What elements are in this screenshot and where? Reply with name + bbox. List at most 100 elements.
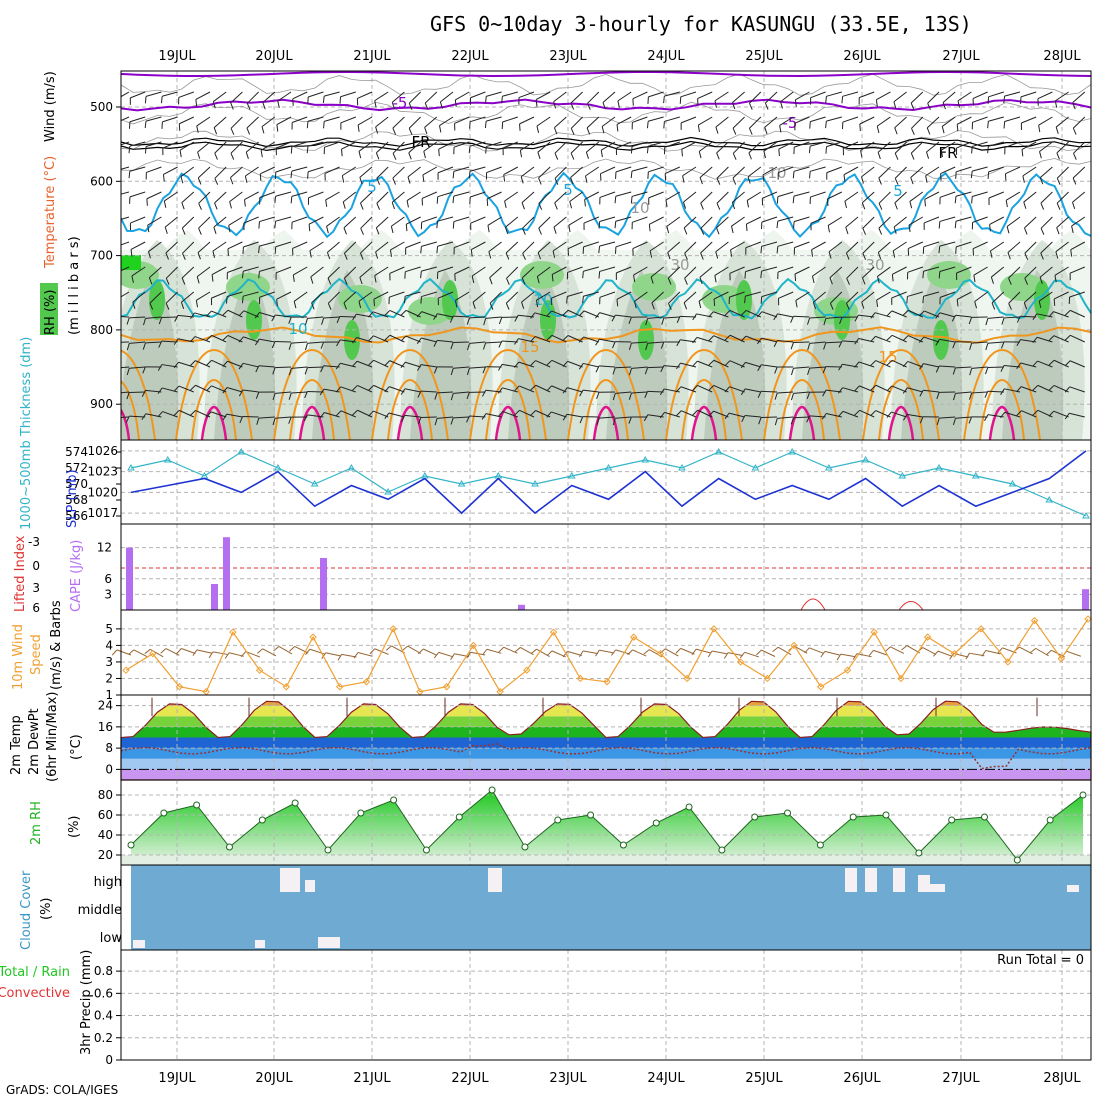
wind-barb-flag [1024,278,1028,285]
wind-barb-flag [562,361,569,367]
wind-barb [486,191,502,200]
wind-barb-flag [886,334,893,341]
wind-barb-flag [713,298,716,307]
wind-barb [923,266,940,272]
wind-barb-flag [616,124,619,132]
wind-barb [910,91,924,104]
wind-barb-flag [675,386,682,393]
wind-barb [1008,266,1021,279]
wind-barb-flag [1064,334,1071,341]
wind-barb [489,291,502,304]
thickness-label: 1000~500mb Thickness (dm) [19,337,34,530]
wind-barb [501,340,518,343]
wind-barb [617,91,632,102]
wind-barb [535,360,551,368]
wind-barb-flag [598,271,601,279]
wind-barb [325,652,341,657]
wind-barb [697,91,713,100]
wind-barb-flag [254,338,260,346]
wind-barb [570,166,583,178]
date-label-bottom: 25JUL [745,1071,783,1086]
wind-barb [212,651,228,655]
wind-barb-flag [902,309,909,316]
wind-barb-flag [530,336,536,343]
wind-barb-flag [521,301,525,309]
wind-barb-flag [416,311,423,318]
wind-barb [181,291,195,303]
wind-barb [907,360,923,368]
wind-barb-flag [645,318,649,326]
wind-barb-flag [854,314,859,322]
wind-barb [518,361,535,368]
wind-barb [437,313,454,318]
wind-barb [405,266,421,273]
wind-barb [956,291,972,300]
wind-barb [178,91,194,98]
wind-barb [583,336,599,343]
wind-barb-flag [148,251,151,259]
wind-barb [667,241,681,253]
wind-barb-flag [304,318,308,326]
rh-shade-moist [338,285,382,313]
wind-barb-flag [692,385,698,391]
wind-barb [859,91,875,99]
wind-barb [988,91,1004,98]
wind-barb-flag [952,341,956,349]
wind-barb [567,291,583,297]
wind-barb [762,166,778,176]
wind-barb [631,166,648,172]
wind-barb [537,266,551,277]
wind-barb-flag [732,127,737,135]
wind-barb-flag [360,228,364,235]
wind-barb-flag [870,410,877,416]
wind-barb-flag [182,253,186,260]
wind-barb [1056,141,1069,154]
wind-barb [926,141,940,153]
wind-barb-flag [938,246,941,254]
wind-barb-flag [179,150,182,158]
wind-barb [405,241,421,249]
wind-barb-flag [180,176,184,184]
wind-barb [121,116,130,122]
wind-barb [373,410,389,418]
cloud-level-label: middle [78,903,122,918]
wind-barb-flag [891,274,894,282]
wind-barb [584,191,600,200]
wind-barb [454,241,470,249]
wind-barb-flag [699,177,703,185]
wind-barb [971,366,988,369]
wind-barb [923,389,940,393]
wind-barb-flag [288,416,292,424]
wind-barb-flag [684,278,688,285]
wind-barb [1024,266,1037,279]
wind-barb-flag [513,361,520,368]
wind-barb [1024,241,1037,254]
wind-barb-flag [758,417,762,425]
wind-barb [713,410,729,418]
wind-barb-flag [595,338,600,346]
wind-barb [939,338,956,343]
wind-barb-flag [748,103,753,110]
thickness-marker [935,464,943,471]
wind-barb-flag [238,389,244,397]
wind-barb-flag [173,410,180,416]
wind-barb-flag [894,127,898,135]
wind-barb-flag [665,199,668,208]
wind-barb-flag [519,150,523,158]
wind-barb-flag [748,152,752,160]
wind-barb [861,166,875,178]
wind-barb-flag [245,152,249,159]
wind-barb [955,391,972,394]
wind-barb-flag [859,123,861,132]
wind-barb-flag [612,341,616,349]
cloud-gap [305,880,315,892]
wind-barb [1072,166,1086,179]
contour-label: 5 [563,181,573,199]
wind-barb [260,166,276,175]
wind-barb [955,366,972,369]
wind-barb [713,311,729,318]
wind-barb [214,191,227,204]
wind-barb [1021,410,1037,418]
wind-barb-flag [936,418,940,426]
